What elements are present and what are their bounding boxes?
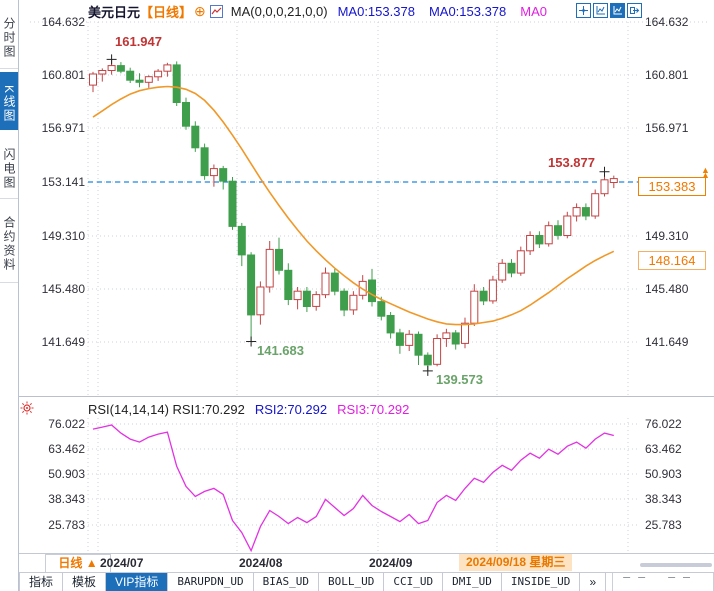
x-axis-label: 2024/08 (239, 556, 283, 570)
rsi-header: RSI(14,14,14) RSI1:70.292 RSI2:70.292 RS… (88, 402, 409, 417)
price-axis-label: 145.480 (41, 282, 85, 296)
low-price-annotation: 141.683 (257, 343, 304, 358)
price-up-arrow-icon: ▲ ▲ (701, 165, 710, 180)
price-axis-label: 160.801 (645, 68, 689, 82)
tabs-scrollbar[interactable] (640, 563, 712, 567)
high-price-annotation: 161.947 (115, 34, 162, 49)
price-axis-label: 164.632 (645, 15, 689, 29)
ma0-value-3: MA0 (520, 3, 548, 19)
last-price-box: 153.383 (638, 177, 706, 196)
candles-group (89, 59, 618, 371)
price-axis-label: 156.971 (645, 121, 689, 135)
chart-header: 美元日元 【日线】 ⊕ MA(0,0,0,21,0,0) MA0:153.378… (88, 2, 547, 20)
period-tag: 【日线】 (140, 4, 193, 20)
sidebar-item-contract-info[interactable]: 合约资料 (0, 200, 18, 283)
high-price-annotation: 153.877 (548, 155, 595, 170)
rsi-axis-label: 25.783 (48, 518, 85, 532)
tab-bias-ud[interactable]: BIAS_UD (254, 573, 319, 591)
add-compare-icon[interactable]: ⊕ (194, 2, 206, 19)
exit-chart-icon[interactable] (627, 3, 642, 18)
rsi-axis-label: 76.022 (48, 417, 85, 431)
rsi2-label: RSI2:70.292 (254, 402, 328, 417)
symbol-name: 美元日元 (88, 4, 141, 20)
ma-line (92, 85, 615, 326)
rsi-axis-label: 50.903 (645, 467, 682, 481)
overflow-tab-placeholder: — — — — (612, 573, 714, 591)
price-axis-label: 141.649 (41, 335, 85, 349)
rsi-axis-label: 63.462 (645, 442, 682, 456)
chart-toolbar (574, 3, 642, 18)
price-axis-label: 156.971 (41, 121, 85, 135)
rsi-axis-label: 38.343 (48, 492, 85, 506)
rsi-line (92, 424, 614, 553)
tab-vip-indicators[interactable]: VIP指标 (106, 573, 169, 591)
price-axis-label: 149.310 (41, 229, 85, 243)
period-dropdown-button[interactable]: 日线 ▲ (45, 554, 111, 573)
ma-settings-label: MA(0,0,0,21,0,0) (230, 3, 328, 19)
ma-value-box: 148.164 (638, 251, 706, 270)
rsi-bottom-divider (19, 553, 714, 554)
pane-divider (19, 396, 714, 397)
x-axis-label: 2024/07 (100, 556, 144, 570)
sidebar-item-time-chart[interactable]: 分时图 (0, 2, 18, 69)
sidebar-item-lightning-chart[interactable]: 闪电图 (0, 134, 18, 199)
price-axis-label: 164.632 (41, 15, 85, 29)
chart-axes-icon[interactable] (593, 3, 608, 18)
rsi3-label: RSI3:70.292 (337, 402, 410, 417)
price-axis-label: 141.649 (645, 335, 689, 349)
tab-cci-ud[interactable]: CCI_UD (384, 573, 444, 591)
indicator-tabs-bar: 指标 模板 VIP指标 BARUPDN_UD BIAS_UD BOLL_UD C… (19, 572, 714, 591)
low-price-annotation: 139.573 (436, 372, 483, 387)
tab-boll-ud[interactable]: BOLL_UD (319, 573, 385, 591)
tab-inside-ud[interactable]: INSIDE_UD (502, 573, 581, 591)
x-axis-row: 日线 ▲ 2024/07 2024/08 2024/09 2024/09/18 … (19, 554, 714, 573)
tab-dmi-ud[interactable]: DMI_UD (443, 573, 502, 591)
mini-chart-icon[interactable] (209, 4, 223, 18)
rsi-axis-label: 38.343 (645, 492, 682, 506)
indicator-settings-icon[interactable] (20, 401, 34, 415)
tab-barupdn-ud[interactable]: BARUPDN_UD (168, 573, 254, 591)
price-axis-label: 160.801 (41, 68, 85, 82)
ma0-value-2: MA0:153.378 (428, 3, 507, 19)
price-axis-label: 149.310 (645, 229, 689, 243)
crosshair-date-badge: 2024/09/18 星期三 (459, 554, 573, 571)
rsi-axis-label: 25.783 (645, 518, 682, 532)
tab-templates[interactable]: 模板 (63, 573, 107, 591)
sidebar-item-kline-chart[interactable]: K线图 (0, 72, 18, 130)
pan-crosshair-icon[interactable] (576, 3, 591, 18)
sidebar-divider (18, 0, 19, 591)
x-axis-label: 2024/09 (369, 556, 413, 570)
rsi-axis-label: 63.462 (48, 442, 85, 456)
tabs-overflow-button[interactable]: » (580, 573, 607, 591)
chart-axes-selected-icon[interactable] (610, 3, 625, 18)
price-axis-label: 145.480 (645, 282, 689, 296)
rsi1-label: RSI(14,14,14) RSI1:70.292 (88, 402, 245, 417)
tab-indicators[interactable]: 指标 (19, 573, 64, 591)
rsi-axis-label: 76.022 (645, 417, 682, 431)
rsi-axis-label: 50.903 (48, 467, 85, 481)
price-axis-label: 153.141 (41, 175, 85, 189)
ma0-value-1: MA0:153.378 (337, 3, 415, 19)
